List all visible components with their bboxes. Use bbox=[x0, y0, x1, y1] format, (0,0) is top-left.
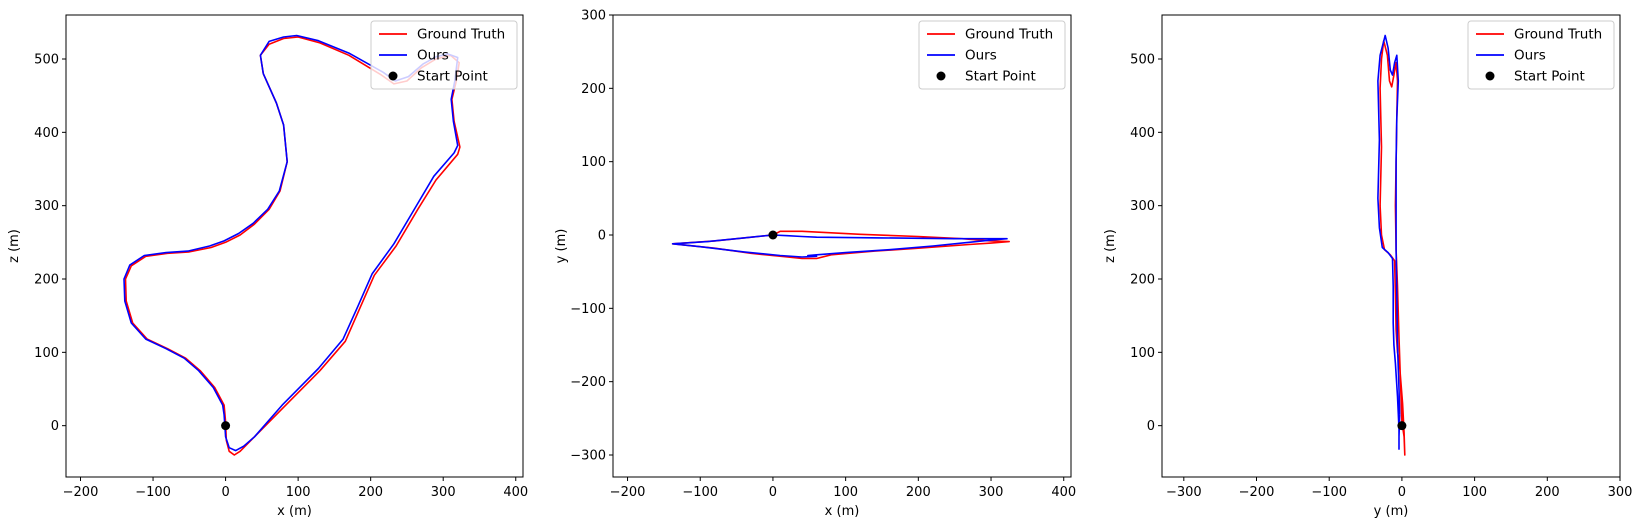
y-tick-label: 200 bbox=[581, 82, 606, 97]
y-tick-label: 300 bbox=[1130, 199, 1155, 214]
x-tick-label: 100 bbox=[1462, 485, 1487, 500]
plot-frame bbox=[65, 14, 524, 478]
y-tick-label: 200 bbox=[34, 273, 59, 288]
y-tick-label: 400 bbox=[1130, 126, 1155, 141]
legend-label: Start Point bbox=[1514, 69, 1585, 85]
chart-panel-1: −200 −100 0 100 200 300 400 0 100 200 300 400 500 x (… bbox=[7, 14, 528, 519]
y-tick-label: 100 bbox=[581, 155, 606, 170]
y-tick-label: 300 bbox=[34, 199, 59, 214]
y-axis-label: z (m) bbox=[1103, 229, 1118, 263]
x-tick-label: 400 bbox=[503, 485, 528, 500]
x-tick-label: −200 bbox=[63, 485, 99, 500]
y-tick-label: 0 bbox=[1147, 419, 1155, 434]
legend-label: Ground Truth bbox=[417, 27, 505, 43]
chart-panel-3: −300 −200 −100 0 100 200 300 0 100 200 300 400 500 y … bbox=[1103, 14, 1633, 519]
x-tick-label: 300 bbox=[979, 485, 1004, 500]
legend-label: Ours bbox=[417, 48, 449, 64]
y-axis-label: z (m) bbox=[7, 229, 22, 263]
x-tick-label: −100 bbox=[135, 485, 171, 500]
x-tick-label: 300 bbox=[431, 485, 456, 500]
legend-box bbox=[1467, 20, 1615, 90]
y-axis-label: y (m) bbox=[554, 229, 569, 264]
x-tick-label: 0 bbox=[769, 485, 777, 500]
y-tick-label: 100 bbox=[1130, 346, 1155, 361]
x-tick-label: −200 bbox=[610, 485, 646, 500]
x-tick-label: −300 bbox=[1166, 485, 1202, 500]
chart-panel-2: −200 −100 0 100 200 300 400 −300 −200 −100 0 100 200… bbox=[554, 9, 1076, 520]
x-tick-label: 300 bbox=[1608, 485, 1633, 500]
legend-box bbox=[918, 20, 1066, 90]
y-tick-label: 0 bbox=[51, 419, 59, 434]
y-tick-label: 400 bbox=[34, 126, 59, 141]
legend-label: Ground Truth bbox=[965, 27, 1053, 43]
legend: Ground Truth Ours Start Point bbox=[370, 20, 518, 90]
series-line-ours bbox=[123, 34, 459, 452]
x-tick-label: 200 bbox=[358, 485, 383, 500]
x-tick-label: −100 bbox=[682, 485, 718, 500]
legend-box bbox=[370, 20, 518, 90]
legend-label: Ours bbox=[1514, 48, 1546, 64]
y-tick-label: −200 bbox=[570, 375, 606, 390]
plot-frame bbox=[612, 14, 1072, 478]
legend-swatch-dot bbox=[388, 71, 398, 81]
start-point-marker bbox=[1397, 421, 1407, 431]
x-axis-label: x (m) bbox=[277, 504, 312, 519]
x-tick-label: −200 bbox=[1239, 485, 1275, 500]
legend-label: Start Point bbox=[965, 69, 1036, 85]
y-tick-label: 100 bbox=[34, 346, 59, 361]
legend-label: Start Point bbox=[417, 69, 488, 85]
series-line-ground-truth bbox=[671, 230, 1010, 260]
series-line-ground-truth bbox=[124, 36, 461, 456]
x-tick-label: 200 bbox=[1535, 485, 1560, 500]
legend-swatch-dot bbox=[1485, 71, 1495, 81]
y-tick-label: 500 bbox=[1130, 53, 1155, 68]
x-tick-label: 100 bbox=[833, 485, 858, 500]
legend-label: Ours bbox=[965, 48, 997, 64]
x-axis-label: y (m) bbox=[1374, 504, 1409, 519]
series-line-ours bbox=[1377, 34, 1401, 450]
start-point-marker bbox=[221, 421, 231, 431]
start-point-marker bbox=[768, 230, 778, 240]
x-axis-label: x (m) bbox=[825, 504, 860, 519]
legend-label: Ground Truth bbox=[1514, 27, 1602, 43]
legend: Ground Truth Ours Start Point bbox=[1467, 20, 1615, 90]
y-tick-label: −300 bbox=[570, 449, 606, 464]
y-tick-label: −100 bbox=[570, 302, 606, 317]
y-tick-label: 300 bbox=[581, 9, 606, 24]
legend: Ground Truth Ours Start Point bbox=[918, 20, 1066, 90]
y-tick-label: 200 bbox=[1130, 273, 1155, 288]
x-tick-label: 0 bbox=[221, 485, 229, 500]
plot-frame bbox=[1161, 14, 1621, 478]
x-tick-label: 400 bbox=[1051, 485, 1076, 500]
x-tick-label: 0 bbox=[1398, 485, 1406, 500]
y-tick-label: 500 bbox=[34, 53, 59, 68]
x-tick-label: −100 bbox=[1311, 485, 1347, 500]
y-tick-label: 0 bbox=[598, 229, 606, 244]
x-tick-label: 200 bbox=[906, 485, 931, 500]
x-tick-label: 100 bbox=[286, 485, 311, 500]
series-line-ours bbox=[671, 234, 1008, 258]
legend-swatch-dot bbox=[936, 71, 946, 81]
